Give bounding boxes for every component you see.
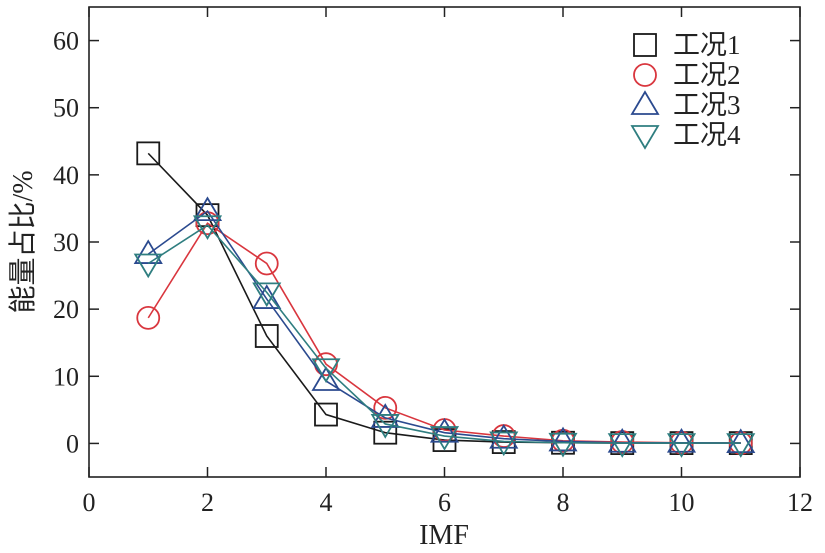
legend-marker-1 <box>633 33 657 57</box>
legend-marker-3 <box>630 90 660 115</box>
series-1-point <box>432 428 457 452</box>
series-3-point <box>489 423 519 449</box>
series-1-point <box>373 420 398 445</box>
series-4-point <box>726 433 756 458</box>
series-3-point <box>370 403 400 428</box>
series-4 <box>133 215 756 458</box>
legend-marker-2 <box>633 63 657 87</box>
series-1-line <box>147 152 741 444</box>
legend-marker-4 <box>630 125 660 150</box>
y-tick-label: 40 <box>53 161 79 190</box>
x-tick-label: 0 <box>83 488 96 517</box>
legend-label-3: 工况3 <box>673 90 741 120</box>
series-4-point <box>252 282 282 308</box>
series-4-point <box>429 426 460 451</box>
x-tick-label: 6 <box>438 488 451 517</box>
series-4-point <box>548 432 578 458</box>
series-1-point <box>254 324 279 348</box>
x-tick-label: 10 <box>669 488 695 517</box>
x-axis-title: IMF <box>419 520 469 551</box>
y-tick-label: 10 <box>53 362 79 391</box>
x-tick-label: 2 <box>201 488 214 517</box>
y-tick-label: 60 <box>53 27 79 56</box>
x-tick-label: 8 <box>557 488 570 517</box>
series-2-point <box>373 395 398 420</box>
series-layer <box>133 141 756 458</box>
series-4-point <box>311 358 341 383</box>
series-3-point <box>429 417 460 443</box>
series-3-point <box>252 284 282 309</box>
legend-label-4: 工况4 <box>673 120 741 150</box>
x-tick-label: 12 <box>787 488 813 517</box>
series-3-point <box>666 427 697 453</box>
series-3-point <box>548 426 578 452</box>
series-3-point <box>192 196 223 222</box>
series-3-point <box>607 427 637 453</box>
series-1-point <box>314 402 338 427</box>
y-tick-label: 30 <box>53 228 79 257</box>
series-4-point <box>607 433 637 458</box>
series-3-point <box>311 366 341 391</box>
series-4-point <box>489 431 519 457</box>
series-3-point <box>726 428 756 453</box>
y-tick-label: 50 <box>53 94 79 123</box>
y-tick-label: 20 <box>53 295 79 324</box>
series-2-point <box>254 251 279 276</box>
series-2 <box>136 211 753 455</box>
series-4-point <box>133 253 163 279</box>
series-2-point <box>136 305 161 330</box>
series-4-line <box>147 224 741 444</box>
x-tick-label: 4 <box>320 488 333 517</box>
legend-label-1: 工况1 <box>673 30 741 60</box>
series-3-line <box>147 209 741 444</box>
y-tick-label: 0 <box>66 429 79 458</box>
y-axis-title: 能量占比/% <box>7 170 39 313</box>
axis-ticks: 0 2 4 6 8 10 12 0 10 20 30 40 50 60 <box>53 7 813 517</box>
series-1-point <box>136 141 161 166</box>
series-4-point <box>666 433 697 458</box>
series-1 <box>136 141 753 455</box>
series-4-point <box>192 215 223 240</box>
legend-label-2: 工况2 <box>673 60 741 90</box>
series-4-point <box>370 414 400 439</box>
